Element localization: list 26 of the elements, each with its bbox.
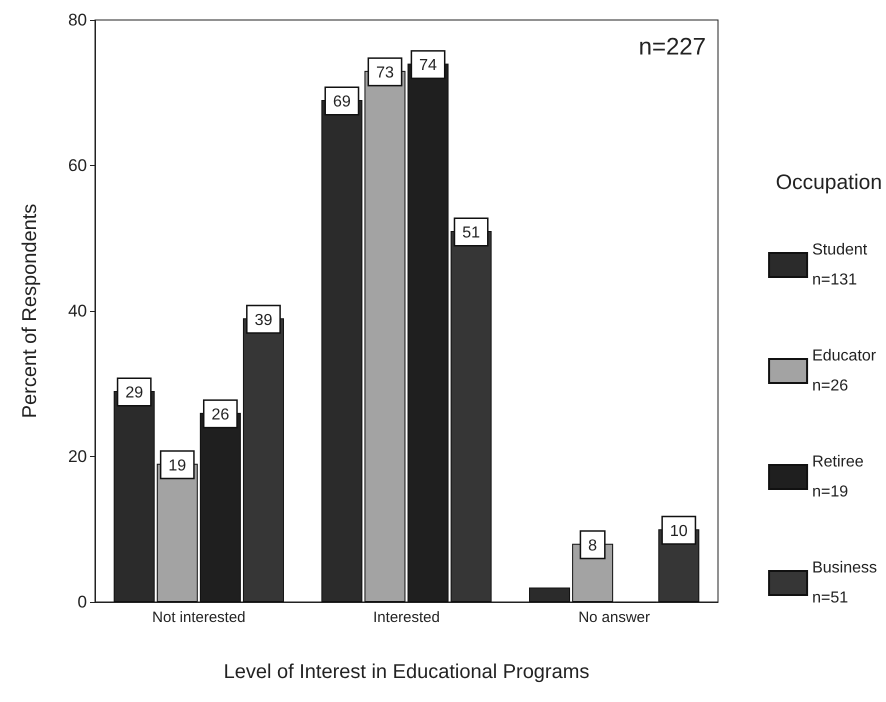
y-tick-label: 40 <box>68 302 87 320</box>
data-label: 29 <box>125 384 144 402</box>
x-tick-label: Not interested <box>152 609 246 626</box>
y-tick-label: 20 <box>68 447 87 466</box>
data-label: 69 <box>332 94 351 111</box>
y-axis-title: Percent of Respondents <box>19 204 41 418</box>
data-label: 10 <box>670 522 688 540</box>
annotation: n=227 <box>638 34 706 60</box>
data-label: 39 <box>254 312 272 329</box>
legend-label: Business n=51 <box>812 560 877 606</box>
legend-title: Occupation <box>776 171 882 194</box>
x-axis-title: Level of Interest in Educational Programs <box>224 661 590 683</box>
legend-label: Student n=131 <box>812 242 868 288</box>
y-tick-label: 0 <box>78 592 87 612</box>
legend-label: Retiree n=19 <box>812 454 864 500</box>
y-tick-label: 60 <box>68 156 87 175</box>
legend-label: Educator n=26 <box>812 348 877 394</box>
data-label: 51 <box>462 224 480 242</box>
x-tick-label: No answer <box>578 609 650 626</box>
data-label: 74 <box>419 57 438 74</box>
data-label: 73 <box>376 64 394 82</box>
data-label: 19 <box>168 457 186 474</box>
x-tick-label: Interested <box>373 609 440 626</box>
data-label: 26 <box>211 406 230 424</box>
y-tick-label: 80 <box>68 10 87 30</box>
data-label: 8 <box>588 537 598 554</box>
